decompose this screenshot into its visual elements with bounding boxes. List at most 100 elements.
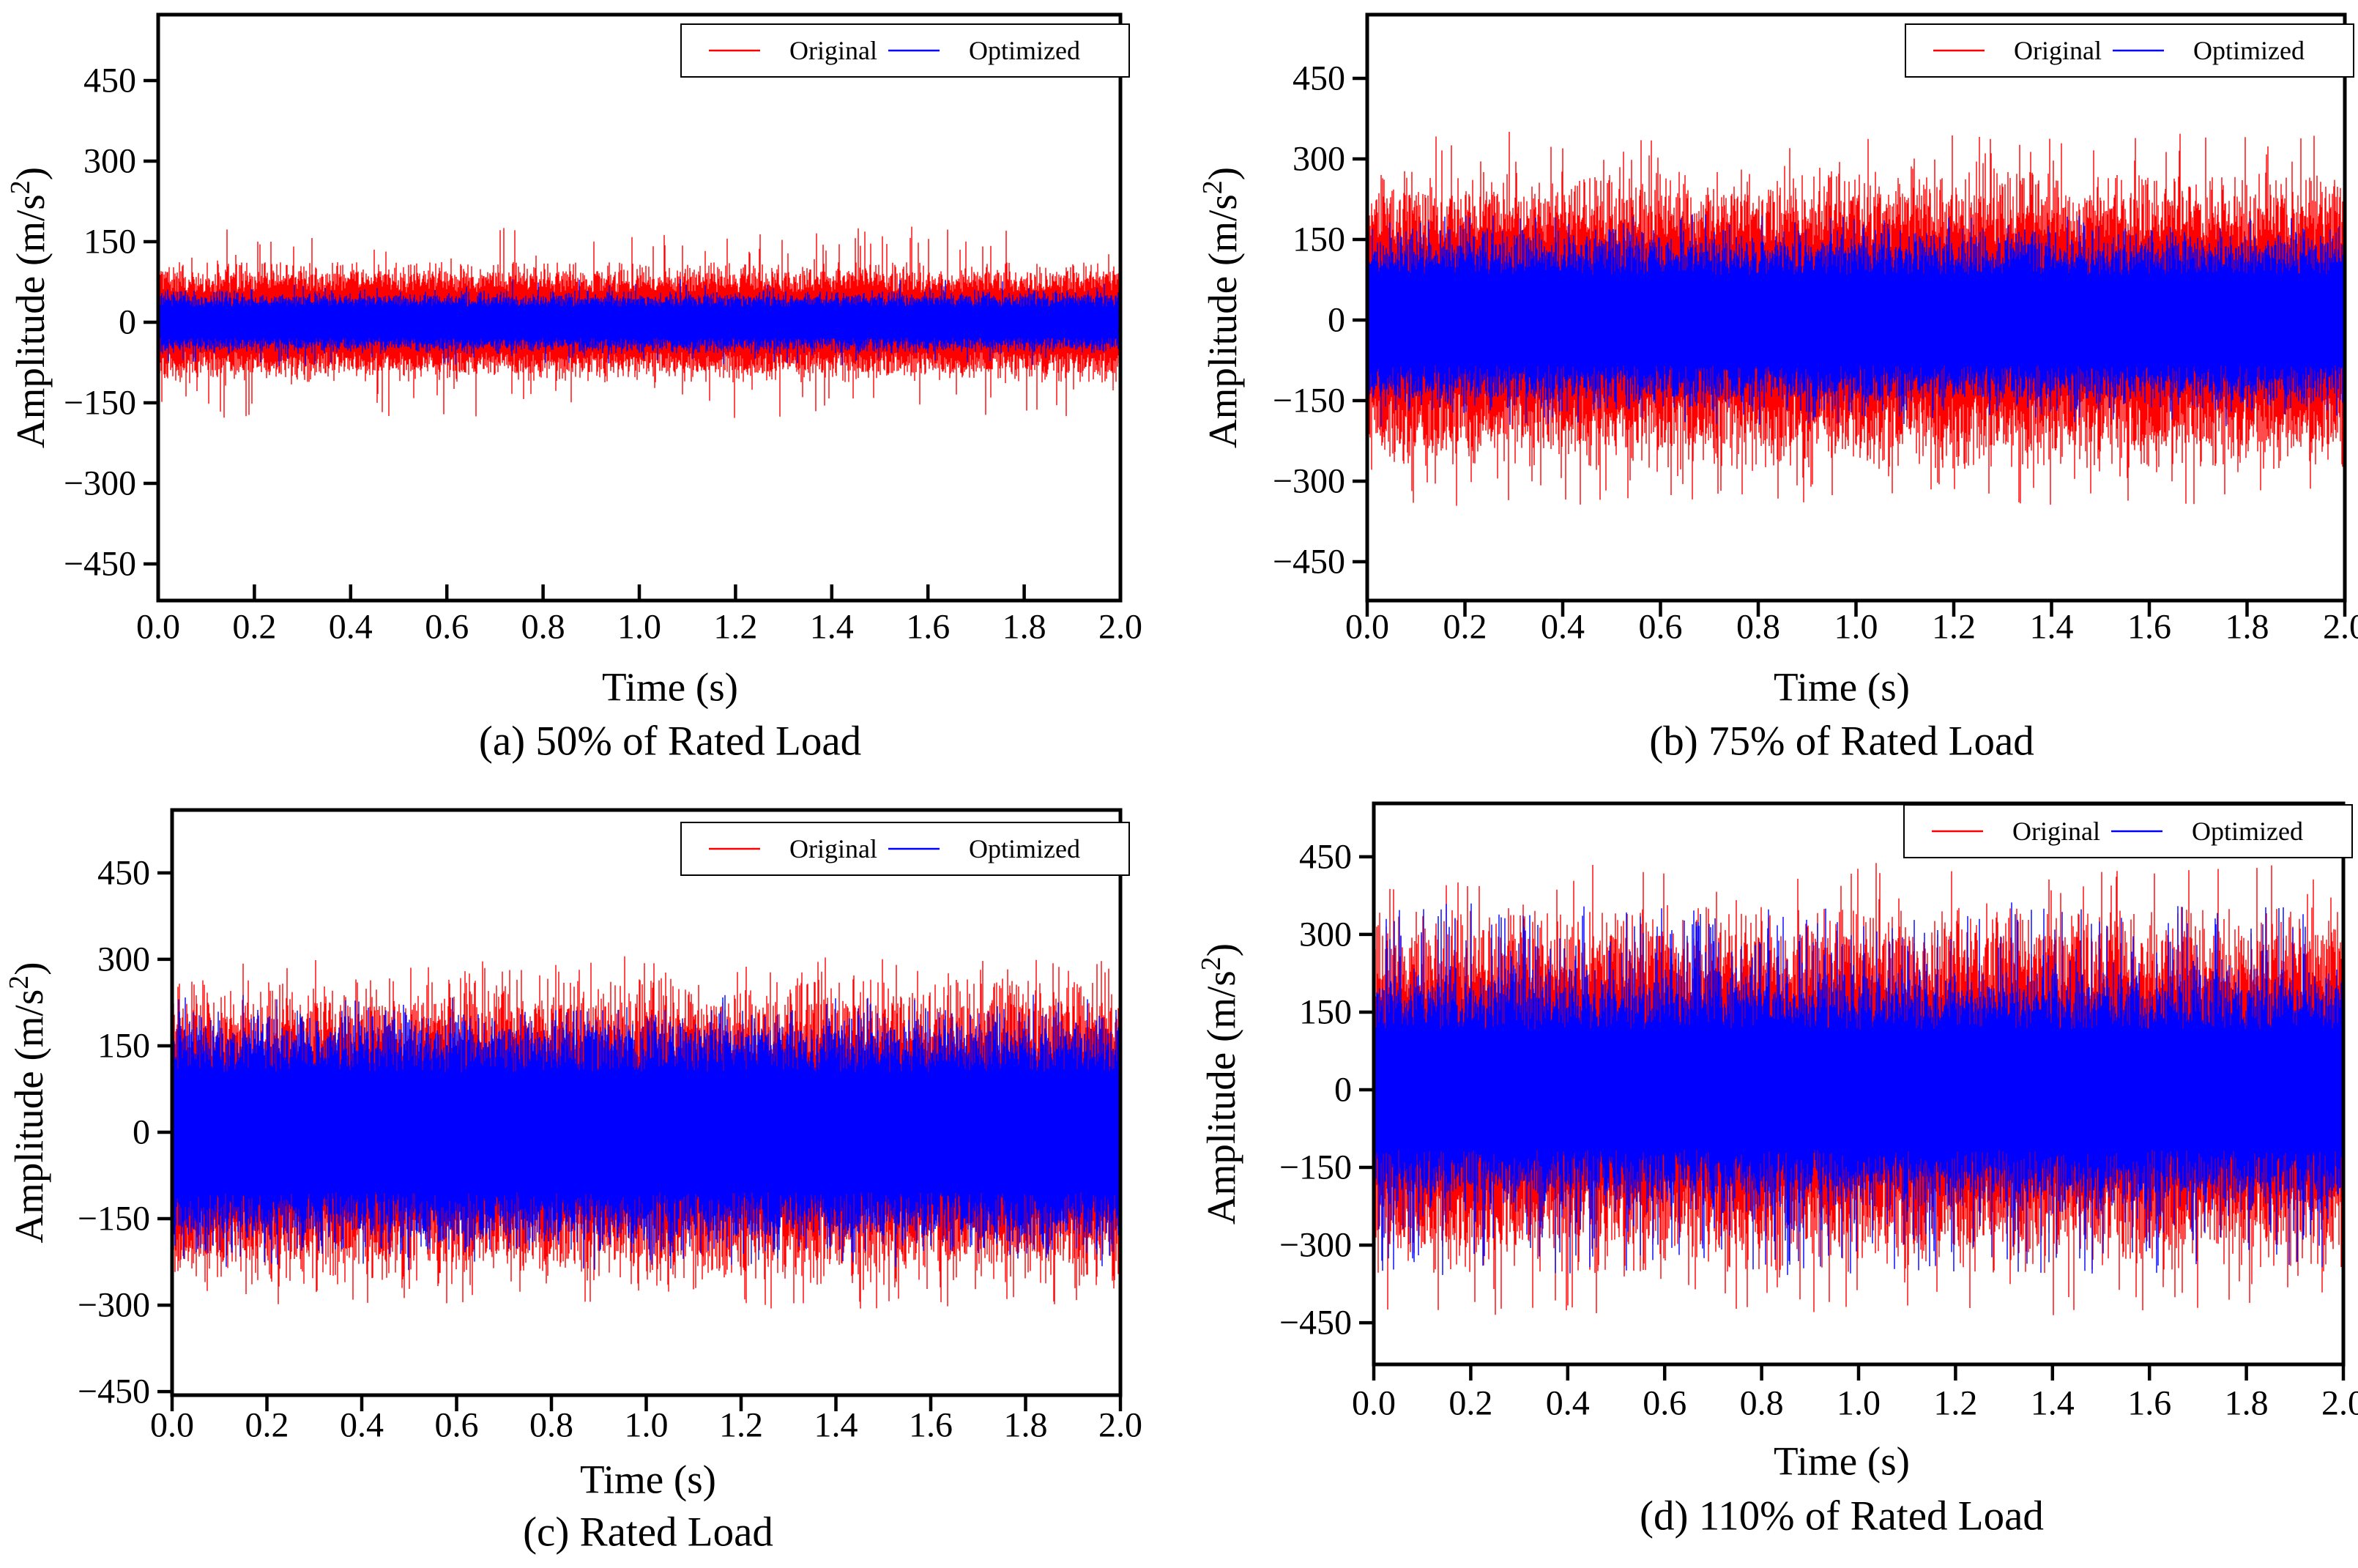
x-tick-label: 1.4 [2031, 1384, 2075, 1423]
x-tick-label: 1.6 [2127, 1384, 2171, 1423]
x-axis-label: Time (s) [602, 665, 738, 710]
x-tick-label: 1.4 [810, 608, 854, 647]
subplot-caption: (a) 50% of Rated Load [479, 718, 861, 765]
x-tick-label: 1.2 [713, 608, 757, 647]
y-tick-label: 450 [1293, 59, 1345, 98]
subplot-caption: (c) Rated Load [523, 1509, 773, 1556]
y-tick-label: 450 [83, 62, 136, 100]
subplot-d-canvas: 450 300 150 0 −150 −300 −450 0.0 0.2 0.4 0.6 0.8 1.0… [1196, 801, 2358, 1539]
x-tick-label: 0.4 [1541, 608, 1585, 647]
y-tick-label: 0 [1328, 301, 1345, 340]
y-tick-label: −300 [1279, 1226, 1352, 1265]
x-tick-label: 2.0 [1098, 608, 1142, 647]
x-tick-label: 0.2 [245, 1406, 289, 1445]
x-tick-label: 0.4 [1546, 1384, 1590, 1423]
y-tick-label: 0 [133, 1113, 150, 1152]
legend-label-original: Original [2012, 817, 2100, 846]
subplot-d: 450 300 150 0 −150 −300 −450 0.0 0.2 0.4 0.6 0.8 1.0… [1179, 784, 2358, 1567]
y-tick-label: 450 [97, 853, 150, 892]
x-tick-label: 0.8 [1740, 1384, 1784, 1423]
x-tick-label: 1.8 [2225, 608, 2269, 647]
x-axis-label: Time (s) [580, 1457, 716, 1502]
legend-label-optimized: Optimized [2193, 36, 2305, 65]
y-tick-label: 300 [83, 142, 136, 181]
x-tick-label: 0.8 [521, 608, 565, 647]
x-axis-label: Time (s) [1774, 1439, 1910, 1484]
y-tick-label: 150 [83, 223, 136, 261]
y-tick-label: −300 [78, 1286, 150, 1325]
subplot-caption: (b) 75% of Rated Load [1649, 718, 2034, 765]
x-tick-label: 0.6 [425, 608, 469, 647]
x-tick-label: 0.6 [1643, 1384, 1686, 1423]
x-tick-label: 0.8 [1736, 608, 1780, 647]
signal-area [172, 956, 1120, 1309]
x-tick-label: 1.0 [1837, 1384, 1881, 1423]
x-tick-label: 1.2 [1932, 608, 1976, 647]
subplot-b: 450 300 150 0 −150 −300 −450 0.0 0.2 0.4 0.6 0.8 1.0… [1179, 0, 2358, 784]
x-tick-label: 1.8 [1004, 1406, 1048, 1445]
x-tick-label: 1.2 [1933, 1384, 1977, 1423]
x-tick-label: 0.0 [1345, 608, 1389, 647]
signal-area [1367, 132, 2345, 506]
y-tick-label: 300 [1293, 140, 1345, 179]
legend-label-optimized: Optimized [969, 834, 1080, 863]
y-tick-label: −450 [64, 544, 136, 583]
subplot-a: 450 300 150 0 −150 −300 −450 0.0 0.2 0.4 0.6 0.8 1.0… [0, 0, 1179, 784]
x-tick-label: 0.2 [1443, 608, 1487, 647]
y-tick-label: −450 [1279, 1304, 1352, 1342]
y-tick-label: −150 [64, 383, 136, 422]
y-tick-label: −300 [64, 464, 136, 502]
x-axis-label: Time (s) [1774, 665, 1910, 710]
y-tick-label: 150 [1299, 992, 1352, 1031]
y-tick-label: 450 [1299, 837, 1352, 876]
legend-label-original: Original [2014, 36, 2102, 65]
y-tick-label: 150 [1293, 220, 1345, 259]
y-tick-label: 0 [119, 303, 136, 342]
y-axis-label: Amplitude (m/s2) [5, 167, 53, 448]
x-tick-label: 0.0 [150, 1406, 194, 1445]
subplot-caption: (d) 110% of Rated Load [1640, 1493, 2044, 1539]
legend: Original Optimized [680, 23, 1130, 78]
x-tick-label: 2.0 [2321, 1384, 2358, 1423]
legend-label-original: Original [789, 36, 877, 65]
legend: Original Optimized [1903, 804, 2353, 858]
x-tick-label: 1.0 [1834, 608, 1878, 647]
x-tick-label: 0.6 [435, 1406, 479, 1445]
x-tick-label: 1.4 [814, 1406, 858, 1445]
x-tick-label: 0.2 [232, 608, 276, 647]
legend-label-original: Original [789, 834, 877, 863]
signal-area [1374, 863, 2343, 1315]
x-tick-label: 1.6 [909, 1406, 953, 1445]
x-tick-label: 0.6 [1639, 608, 1683, 647]
x-tick-label: 1.0 [625, 1406, 669, 1445]
x-tick-label: 0.0 [136, 608, 180, 647]
x-tick-label: 2.0 [1098, 1406, 1142, 1445]
x-tick-label: 1.6 [906, 608, 950, 647]
x-tick-label: 1.0 [617, 608, 661, 647]
signal-area [158, 226, 1120, 418]
x-tick-label: 0.4 [340, 1406, 384, 1445]
legend-label-optimized: Optimized [969, 36, 1080, 65]
subplot-c: 450 300 150 0 −150 −300 −450 0.0 0.2 0.4 0.6 0.8 1.0… [0, 784, 1179, 1567]
y-tick-label: 150 [97, 1026, 150, 1065]
y-tick-label: −450 [1273, 542, 1345, 581]
legend: Original Optimized [1905, 23, 2354, 78]
x-tick-label: 1.8 [1003, 608, 1046, 647]
y-tick-label: 300 [1299, 915, 1352, 954]
x-tick-label: 0.8 [529, 1406, 573, 1445]
x-tick-label: 1.8 [2225, 1384, 2269, 1423]
y-tick-label: 300 [97, 940, 150, 978]
y-tick-label: −150 [1273, 381, 1345, 420]
y-tick-label: 0 [1334, 1071, 1352, 1110]
y-axis-label: Amplitude (m/s2) [4, 962, 51, 1243]
y-tick-label: −150 [78, 1200, 150, 1238]
y-axis-label: Amplitude (m/s2) [1196, 943, 1243, 1225]
x-tick-label: 1.2 [719, 1406, 763, 1445]
legend: Original Optimized [680, 822, 1130, 876]
x-tick-label: 1.6 [2127, 608, 2171, 647]
x-tick-label: 0.0 [1352, 1384, 1396, 1423]
